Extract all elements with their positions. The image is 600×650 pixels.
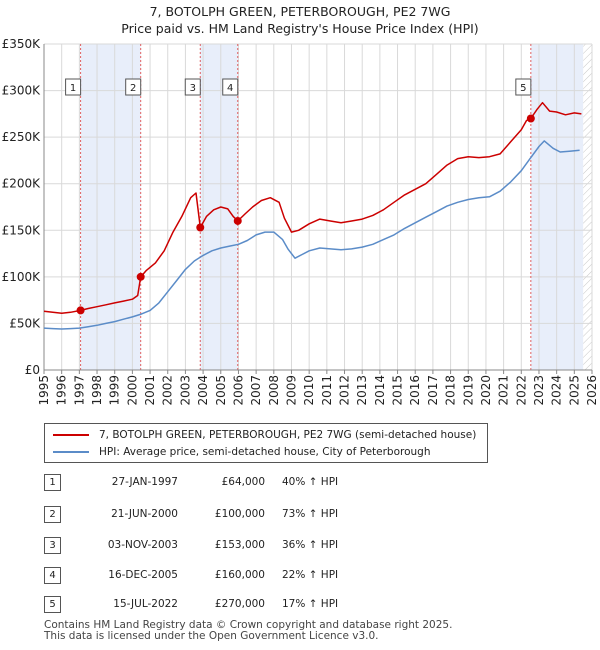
transaction-hpi: 22% ↑ HPI	[282, 569, 339, 581]
x-tick-label: 2022	[514, 375, 528, 406]
transaction-hpi: 40% ↑ HPI	[282, 476, 339, 488]
sale-label-box	[222, 78, 239, 96]
price-chart: £0 £50K £100K £150K £200K £250K £300K £350K 1995…	[2, 37, 599, 406]
chart-subtitle: Price paid vs. HM Land Registry's House …	[121, 21, 479, 36]
x-tick-label: 2011	[320, 375, 334, 406]
sale-label-box	[184, 78, 201, 96]
legend-item-hpi: HPI: Average price, semi-detached house,…	[53, 444, 431, 460]
transaction-number: 3	[44, 537, 61, 554]
sale-point	[136, 272, 145, 281]
transaction-price: £100,000	[214, 508, 265, 520]
x-tick-label: 1995	[37, 375, 51, 406]
sale-point	[196, 223, 205, 232]
y-tick-label: £150K	[2, 223, 42, 237]
chart-title: 7, BOTOLPH GREEN, PETERBOROUGH, PE2 7WG	[149, 4, 451, 19]
sale-label: 4	[227, 83, 233, 94]
x-tick-label: 2000	[125, 375, 139, 406]
transaction-hpi: 73% ↑ HPI	[282, 508, 339, 520]
x-tick-label: 2015	[391, 375, 405, 406]
sale-label-box	[125, 78, 142, 96]
footer-licence: This data is licensed under the Open Gov…	[44, 630, 379, 642]
sale-label-box	[515, 78, 532, 96]
x-tick-label: 2023	[532, 375, 546, 406]
table-row: 3 03-NOV-2003 £153,000 36% ↑ HPI	[0, 537, 600, 555]
x-tick-label: 2018	[444, 375, 458, 406]
transaction-number: 2	[44, 506, 61, 523]
property-price-line	[43, 101, 582, 314]
table-row: 5 15-JUL-2022 £270,000 17% ↑ HPI	[0, 596, 600, 614]
x-tick-label: 2016	[408, 375, 422, 406]
y-tick-label: £250K	[2, 130, 42, 144]
x-tick-label: 1999	[108, 375, 122, 406]
x-tick-label: 2006	[231, 375, 245, 406]
x-tick-label: 2001	[143, 375, 157, 406]
transaction-hpi: 36% ↑ HPI	[282, 539, 339, 551]
legend-label-property: 7, BOTOLPH GREEN, PETERBOROUGH, PE2 7WG …	[99, 429, 477, 441]
x-tick-label: 2005	[214, 375, 228, 406]
transaction-date: 03-NOV-2003	[107, 539, 178, 551]
sale-label-box	[65, 78, 82, 96]
x-tick-label: 1996	[55, 375, 69, 406]
x-tick-label: 2014	[373, 375, 387, 406]
x-tick-label: 2020	[479, 375, 493, 406]
transaction-date: 27-JAN-1997	[111, 476, 178, 488]
ownership-shade	[80, 44, 141, 370]
transaction-date: 21-JUN-2000	[111, 508, 178, 520]
transaction-price: £64,000	[221, 476, 265, 488]
x-tick-label: 2003	[178, 375, 192, 406]
x-tick-label: 2012	[338, 375, 352, 406]
x-tick-label: 2026	[585, 375, 599, 406]
x-tick-label: 2025	[567, 375, 581, 406]
x-tick-label: 2021	[497, 375, 511, 406]
legend: 7, BOTOLPH GREEN, PETERBOROUGH, PE2 7WG …	[44, 423, 488, 463]
transaction-price: £270,000	[214, 598, 265, 610]
x-tick-label: 2010	[302, 375, 316, 406]
x-tick-label: 2019	[461, 375, 475, 406]
x-tick-label: 2002	[161, 375, 175, 406]
transaction-number: 5	[44, 596, 61, 613]
sale-point	[233, 216, 242, 225]
transaction-hpi: 17% ↑ HPI	[282, 598, 339, 610]
x-tick-label: 2004	[196, 375, 210, 406]
table-row: 1 27-JAN-1997 £64,000 40% ↑ HPI	[0, 474, 600, 492]
x-tick-label: 2009	[284, 375, 298, 406]
y-tick-label: £0	[25, 363, 40, 377]
transaction-date: 16-DEC-2005	[108, 569, 178, 581]
x-tick-label: 2024	[550, 375, 564, 406]
sale-label: 5	[520, 83, 526, 94]
transaction-number: 4	[44, 567, 61, 584]
x-tick-label: 1998	[90, 375, 104, 406]
y-tick-label: £200K	[2, 177, 42, 191]
transaction-number: 1	[44, 474, 61, 491]
legend-swatch-property	[53, 434, 89, 436]
legend-item-property: 7, BOTOLPH GREEN, PETERBOROUGH, PE2 7WG …	[53, 427, 476, 443]
y-tick-label: £100K	[2, 270, 42, 284]
footer-copyright: Contains HM Land Registry data © Crown c…	[44, 619, 453, 631]
y-tick-label: £50K	[9, 316, 41, 330]
y-tick-label: £350K	[2, 37, 42, 51]
sale-point	[526, 114, 535, 123]
forecast-hatch	[583, 44, 592, 370]
hpi-line	[43, 140, 580, 330]
x-tick-label: 2008	[267, 375, 281, 406]
sale-label: 3	[190, 83, 196, 94]
x-tick-label: 2017	[426, 375, 440, 406]
sale-point	[76, 306, 85, 315]
x-tick-label: 2013	[355, 375, 369, 406]
table-row: 2 21-JUN-2000 £100,000 73% ↑ HPI	[0, 506, 600, 524]
x-tick-label: 1997	[72, 375, 86, 406]
transaction-date: 15-JUL-2022	[113, 598, 178, 610]
sale-label: 1	[70, 83, 76, 94]
x-tick-label: 2007	[249, 375, 263, 406]
sale-label: 2	[130, 83, 136, 94]
y-tick-label: £300K	[2, 84, 42, 98]
transaction-price: £160,000	[214, 569, 265, 581]
table-row: 4 16-DEC-2005 £160,000 22% ↑ HPI	[0, 567, 600, 585]
transaction-price: £153,000	[214, 539, 265, 551]
legend-label-hpi: HPI: Average price, semi-detached house,…	[99, 446, 431, 458]
legend-swatch-hpi	[53, 451, 89, 453]
